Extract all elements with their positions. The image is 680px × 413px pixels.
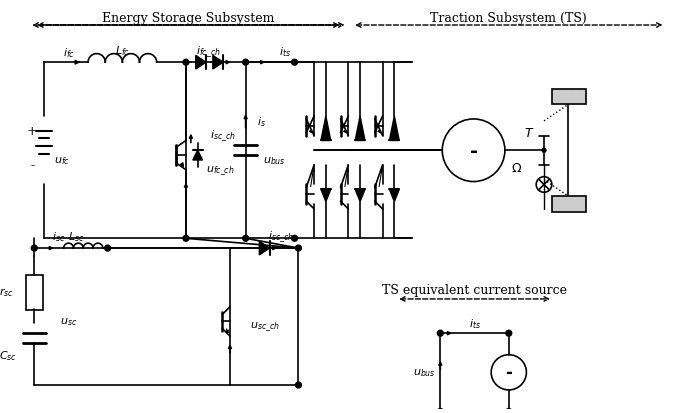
Text: $i_{sc\_ch}$: $i_{sc\_ch}$ [268, 229, 294, 244]
Bar [552, 197, 586, 212]
Polygon shape [196, 56, 206, 70]
Text: $i_{ts}$: $i_{ts}$ [279, 45, 291, 59]
Text: $u_{fc\_ch}$: $u_{fc\_ch}$ [205, 164, 234, 177]
Polygon shape [390, 117, 399, 141]
Bar [552, 89, 586, 105]
Text: $u_{sc\_ch}$: $u_{sc\_ch}$ [250, 320, 279, 333]
Text: Traction Subsystem (TS): Traction Subsystem (TS) [430, 12, 587, 25]
Text: $r_{sc}$: $r_{sc}$ [0, 286, 14, 299]
Circle shape [437, 408, 443, 413]
Text: -: - [470, 141, 477, 160]
Circle shape [243, 60, 249, 66]
Text: $i_{sc\_ch}$: $i_{sc\_ch}$ [210, 128, 237, 144]
Circle shape [31, 246, 37, 252]
Text: $i_{sc}$: $i_{sc}$ [52, 230, 65, 244]
Polygon shape [193, 151, 203, 161]
Circle shape [296, 382, 301, 388]
Text: $u_{bus}$: $u_{bus}$ [413, 366, 435, 378]
Text: $T$: $T$ [524, 127, 534, 140]
Text: $L_{fc}$: $L_{fc}$ [115, 45, 130, 58]
Text: $i_{fc}$: $i_{fc}$ [63, 46, 75, 60]
Text: $u_{fc}$: $u_{fc}$ [54, 155, 69, 166]
Circle shape [542, 149, 546, 153]
Circle shape [243, 236, 249, 242]
Polygon shape [321, 117, 330, 141]
Text: +: + [27, 125, 37, 138]
Circle shape [506, 330, 512, 336]
Text: $C_{sc}$: $C_{sc}$ [0, 348, 17, 362]
Text: Energy Storage Subsystem: Energy Storage Subsystem [102, 12, 274, 25]
Circle shape [183, 236, 189, 242]
Polygon shape [321, 190, 330, 202]
Text: $i_{fc\_ch}$: $i_{fc\_ch}$ [196, 45, 220, 60]
Bar [26, 276, 43, 310]
Circle shape [437, 330, 443, 336]
Circle shape [105, 246, 111, 252]
Text: -: - [31, 159, 35, 172]
Polygon shape [259, 242, 269, 255]
Circle shape [183, 60, 189, 66]
Polygon shape [390, 190, 399, 202]
Polygon shape [355, 117, 365, 141]
Circle shape [506, 408, 512, 413]
Circle shape [292, 236, 297, 242]
Text: $i_s$: $i_s$ [257, 115, 267, 128]
Polygon shape [355, 190, 365, 202]
Circle shape [292, 60, 297, 66]
Text: TS equivalent current source: TS equivalent current source [382, 283, 567, 296]
Text: $u_{sc}$: $u_{sc}$ [60, 316, 78, 328]
Circle shape [296, 246, 301, 252]
Text: -: - [505, 363, 512, 381]
Text: $L_{sc}$: $L_{sc}$ [68, 230, 84, 244]
Text: $u_{bus}$: $u_{bus}$ [263, 155, 286, 166]
Polygon shape [213, 56, 223, 70]
Text: $i_{ts}$: $i_{ts}$ [469, 317, 481, 330]
Text: $\Omega$: $\Omega$ [511, 162, 522, 175]
